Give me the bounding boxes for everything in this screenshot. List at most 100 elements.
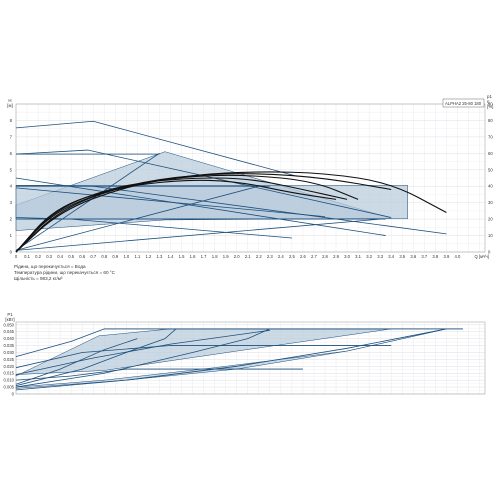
y-tick-label-right: 50 [488,167,493,172]
y-axis-unit-left: [м] [7,103,12,108]
y-tick-label-right: 60 [488,151,493,156]
y-tick-label-right: 0 [488,250,491,255]
head-curve [15,177,386,236]
x-tick-label: 0.9 [112,254,118,259]
y-axis-unit-right: [%] [487,104,493,109]
plot-frame-top [15,103,486,253]
power-curve [15,328,447,391]
y-tick-label-left: 4 [10,184,13,189]
x-tick-label: 0.5 [68,254,74,259]
x-tick-label: 1.4 [168,254,174,259]
x-tick-label: 1.6 [190,254,196,259]
x-tick-label: 0.2 [35,254,41,259]
x-axis-unit: Q [м³/ч] [475,254,489,259]
y-tick-label-right: 70 [488,134,493,139]
power-curve [15,329,270,376]
x-tick-label: 2.1 [245,254,251,259]
y-tick-label-left: 5 [10,167,13,172]
x-tick-label: 3.1 [355,254,361,259]
power-area-proportional [15,328,392,377]
power-curve [15,328,463,358]
plot-frame-bottom [15,321,486,395]
x-tick-label: 2.4 [278,254,284,259]
head-curve [15,120,298,177]
x-tick-label: 1.1 [134,254,140,259]
x-tick-label: 2.7 [311,254,317,259]
power-area-constant [15,328,447,389]
y-tick-label-power: 0.010 [4,378,15,383]
efficiency-curve [15,179,337,253]
x-tick-label: 2.8 [322,254,328,259]
x-tick-label: 3.5 [399,254,405,259]
x-tick-label: 2.2 [256,254,262,259]
y-tick-label-power: 0.030 [4,350,15,355]
x-tick-label: 1.7 [201,254,207,259]
x-tick-label: 1.9 [223,254,229,259]
x-tick-label: 3.7 [421,254,427,259]
head-curve [15,153,160,251]
y-tick-label-power: 0.045 [4,329,15,334]
y-axis-unit-power: [кВт] [5,317,14,322]
power-curve [15,328,270,388]
x-tick-label: 0 [15,254,18,259]
y-tick-label-right: 10 [488,233,493,238]
y-tick-label-power: 0.020 [4,364,15,369]
x-tick-label: 0.1 [24,254,30,259]
efficiency-curve [15,173,392,253]
y-tick-label-right: 20 [488,217,493,222]
x-tick-label: 3.2 [366,254,372,259]
y-tick-label-left: 2 [10,217,13,222]
head-curve [15,187,326,218]
y-tick-label-right: 90 [488,102,493,107]
y-tick-label-right: 40 [488,184,493,189]
x-tick-label: 2.6 [300,254,306,259]
y-tick-label-power: 0.005 [4,385,15,390]
x-tick-label: 3.3 [377,254,383,259]
y-tick-label-left: 1 [10,233,13,238]
x-tick-label: 2.9 [333,254,339,259]
y-tick-label-left: 8 [10,118,13,123]
x-tick-label: 3.4 [388,254,394,259]
x-tick-label: 0.4 [57,254,63,259]
y-tick-label-right: 80 [488,118,493,123]
x-tick-label: 1.2 [146,254,152,259]
legend-box [442,98,485,108]
x-tick-label: 3.6 [410,254,416,259]
y-tick-label-left: 6 [10,151,13,156]
fluid-info-temperature: Температура рідини, що перекачується = 6… [14,270,115,275]
x-tick-label: 1.8 [212,254,218,259]
x-tick-label: 1.3 [157,254,163,259]
head-curve [15,218,381,251]
x-tick-label: 4.0 [454,254,460,259]
legend-text: ALPHA2 25-80 180 [445,101,482,106]
y-axis-label-left: H [8,98,11,103]
y-tick-label-left: 3 [10,200,13,205]
x-tick-label: 2.3 [267,254,273,259]
y-axis-extra-label-right: p1 [487,94,492,99]
x-tick-label: 3.8 [432,254,438,259]
x-tick-label: 2.5 [289,254,295,259]
y-tick-label-power: 0.040 [4,336,15,341]
x-tick-label: 0.3 [46,254,52,259]
power-curve [15,338,138,385]
head-curve [15,185,259,251]
fluid-info-density: Щільність = 983,2 кг/м³ [14,276,63,281]
x-tick-label: 0.8 [101,254,107,259]
x-tick-label: 3.0 [344,254,350,259]
y-tick-label-power: 0.015 [4,371,15,376]
x-tick-label: 1.5 [179,254,185,259]
y-tick-label-left: 7 [10,134,13,139]
y-tick-label-right: 30 [488,200,493,205]
head-curve [15,149,392,218]
fluid-info-liquid: Рідина, що перекачується = Вода [14,264,86,269]
x-tick-label: 0.7 [90,254,96,259]
y-tick-label-left: 0 [10,250,13,255]
y-tick-label-power: 0 [12,392,15,397]
x-tick-label: 0.6 [79,254,85,259]
x-tick-label: 1.0 [123,254,129,259]
y-axis-label-right: η [487,99,490,104]
y-tick-label-power: 0.050 [4,322,15,327]
y-tick-label-power: 0.035 [4,343,15,348]
